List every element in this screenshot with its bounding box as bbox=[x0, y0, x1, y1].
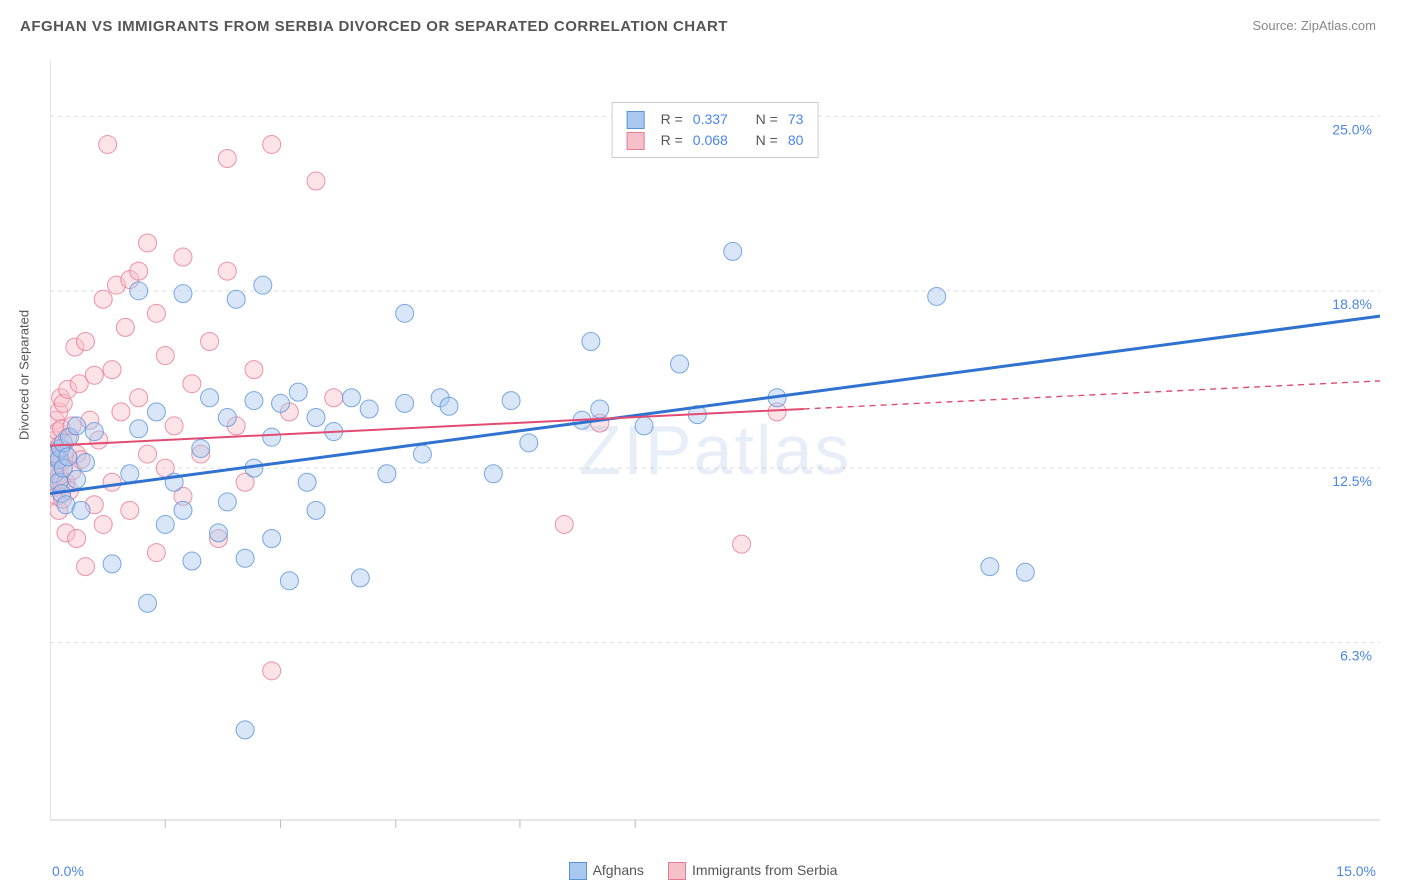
stats-legend-row-1: R = 0.337 N = 73 bbox=[627, 109, 804, 130]
source-name: ZipAtlas.com bbox=[1301, 18, 1376, 33]
stats-legend: R = 0.337 N = 73 R = 0.068 N = 80 bbox=[612, 102, 819, 158]
n-value-2: 80 bbox=[788, 130, 804, 151]
chart-area: 6.3%12.5%18.8%25.0% ZIPatlas R = 0.337 N… bbox=[50, 50, 1380, 850]
legend-item-1: Afghans bbox=[569, 862, 644, 880]
swatch-series-2b bbox=[668, 862, 686, 880]
r-value-1: 0.337 bbox=[693, 109, 728, 130]
legend-label-2: Immigrants from Serbia bbox=[692, 862, 837, 878]
r-label: R = bbox=[661, 109, 683, 130]
swatch-series-2 bbox=[627, 132, 645, 150]
chart-title: AFGHAN VS IMMIGRANTS FROM SERBIA DIVORCE… bbox=[20, 18, 728, 35]
scatter-plot: 6.3% 12.5% 18.8% 25.0% bbox=[50, 50, 1380, 850]
legend-item-2: Immigrants from Serbia bbox=[668, 862, 837, 880]
y-axis-label: Divorced or Separated bbox=[17, 310, 32, 440]
x-axis-min-label: 0.0% bbox=[52, 863, 84, 879]
swatch-series-1 bbox=[627, 111, 645, 129]
svg-text:12.5%: 12.5% bbox=[1332, 473, 1372, 489]
r-label: R = bbox=[661, 130, 683, 151]
n-label: N = bbox=[756, 130, 778, 151]
r-value-2: 0.068 bbox=[693, 130, 728, 151]
source-attribution: Source: ZipAtlas.com bbox=[1252, 18, 1376, 33]
stats-legend-row-2: R = 0.068 N = 80 bbox=[627, 130, 804, 151]
svg-text:25.0%: 25.0% bbox=[1332, 121, 1372, 137]
legend-label-1: Afghans bbox=[593, 862, 644, 878]
bottom-legend: 0.0% Afghans Immigrants from Serbia 15.0… bbox=[0, 862, 1406, 880]
source-prefix: Source: bbox=[1252, 18, 1300, 33]
n-label: N = bbox=[756, 109, 778, 130]
svg-text:18.8%: 18.8% bbox=[1332, 296, 1372, 312]
n-value-1: 73 bbox=[788, 109, 804, 130]
x-axis-max-label: 15.0% bbox=[1336, 863, 1376, 879]
swatch-series-1b bbox=[569, 862, 587, 880]
svg-text:6.3%: 6.3% bbox=[1340, 648, 1372, 664]
